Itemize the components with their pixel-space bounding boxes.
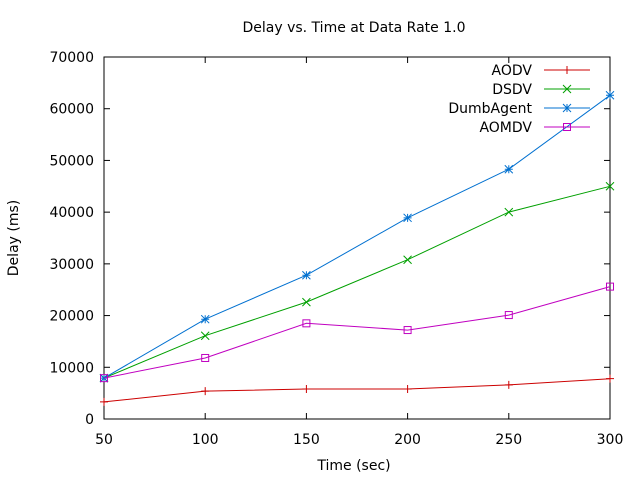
series-line-aodv	[103, 378, 611, 403]
y-axis-title: Delay (ms)	[6, 200, 22, 276]
y-tick-label: 40000	[49, 205, 94, 221]
x-tick-label: 150	[293, 432, 320, 448]
x-tick-label: 300	[597, 432, 624, 448]
y-tick-label: 0	[85, 412, 94, 428]
legend-label-aodv: AODV	[492, 63, 533, 79]
data-point-aomdv	[403, 326, 412, 335]
legend-label-aomdv: AOMDV	[479, 120, 532, 136]
y-tick-label: 50000	[49, 153, 94, 169]
series-dsdv	[99, 181, 615, 383]
data-point-dumbagent	[99, 373, 109, 383]
legend-label-dsdv: DSDV	[492, 82, 532, 98]
data-point-aodv	[302, 385, 311, 394]
x-tick-label: 250	[495, 432, 522, 448]
y-tick-label: 30000	[49, 257, 94, 273]
data-point-aomdv	[201, 353, 210, 362]
legend: AODV DSDV DumbAgent AOMDV	[448, 63, 590, 136]
y-tick-label: 20000	[49, 309, 94, 325]
data-point-aomdv	[606, 282, 614, 291]
axes: 50 100 150 200 250 300 0 10000 20000 30000 40000 50…	[49, 50, 623, 448]
data-point-aodv	[201, 387, 210, 396]
data-point-dsdv	[504, 207, 514, 217]
x-tick-label: 100	[192, 432, 219, 448]
data-point-dsdv	[403, 255, 412, 265]
data-point-aomdv	[504, 311, 513, 320]
data-point-aodv	[504, 380, 513, 389]
data-point-dsdv	[302, 297, 311, 307]
series-line-dumbagent	[103, 94, 611, 379]
legend-label-dumbagent: DumbAgent	[448, 101, 532, 117]
y-tick-label: 70000	[49, 50, 94, 66]
series-line-aomdv	[103, 286, 611, 379]
data-point-dumbagent	[605, 90, 615, 100]
legend-marker-dsdv	[562, 84, 572, 94]
data-point-dumbagent	[200, 314, 210, 324]
series-aodv	[100, 374, 614, 406]
y-tick-label: 10000	[49, 360, 94, 376]
data-point-dsdv	[200, 331, 210, 341]
legend-marker-dumbagent	[562, 103, 572, 113]
plot-area-frame	[103, 56, 611, 420]
data-point-dumbagent	[403, 213, 412, 223]
x-tick-label: 50	[95, 432, 113, 448]
chart-title: Delay vs. Time at Data Rate 1.0	[242, 20, 465, 36]
x-tick-label: 200	[394, 432, 421, 448]
y-tick-label: 60000	[49, 102, 94, 118]
data-point-dumbagent	[504, 164, 514, 174]
series-aomdv	[100, 282, 614, 383]
data-point-aodv	[100, 397, 108, 406]
data-point-dsdv	[605, 181, 615, 191]
x-axis-title: Time (sec)	[316, 458, 390, 474]
data-point-dumbagent	[302, 270, 311, 280]
data-point-aomdv	[302, 319, 311, 328]
data-point-aomdv	[100, 374, 108, 383]
series-layer	[99, 90, 615, 406]
series-dumbagent	[99, 90, 615, 383]
legend-marker-aomdv	[563, 123, 571, 131]
data-point-aodv	[403, 385, 412, 394]
data-point-aodv	[606, 374, 614, 383]
series-line-dsdv	[103, 185, 611, 379]
legend-marker-aodv	[563, 66, 571, 74]
